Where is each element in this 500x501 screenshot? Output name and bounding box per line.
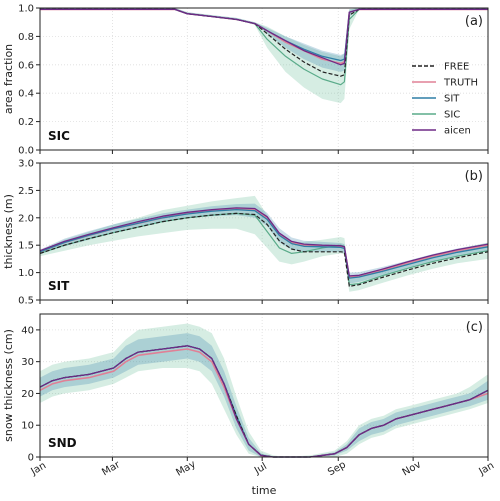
legend-label-aicen: aicen (444, 126, 471, 137)
band-sit (40, 333, 488, 457)
plot-frame (39, 313, 489, 458)
y-tick-label: 1.0 (18, 268, 34, 279)
panel-tag: (c) (466, 320, 483, 335)
y-tick-label: 0.5 (18, 296, 34, 307)
y-tick-label: 0.6 (18, 60, 34, 71)
series-free-line (39, 212, 489, 287)
y-tick-label: 1.5 (18, 241, 34, 252)
x-tick-label: Sep (326, 459, 348, 478)
x-tick-label: Mar (100, 459, 123, 478)
y-axis-label: area fraction (2, 44, 15, 114)
y-tick-label: 3.0 (18, 159, 34, 170)
band-sic (40, 195, 488, 292)
series-aicen-line (40, 8, 488, 66)
y-tick-label: 0.2 (18, 117, 34, 128)
y-tick-label: 0 (28, 453, 34, 464)
panel-tag: (b) (465, 169, 483, 184)
y-tick-label: 0.0 (18, 146, 34, 157)
y-tick-label: 20 (21, 389, 34, 400)
y-tick-label: 0.4 (18, 89, 34, 100)
plot-frame (39, 7, 489, 151)
band-sic (40, 323, 488, 457)
legend: FREE TRUTH SIT SIC aicen (412, 62, 478, 137)
x-tick-label: Jan (476, 460, 496, 478)
series-aicen-line (39, 207, 489, 277)
panel-name: SND (48, 436, 77, 450)
panel-snd: 0 10 20 30 40 snow thickness (cm) (c) SND (2, 313, 489, 464)
legend-label-sit: SIT (444, 94, 460, 105)
y-tick-label: 2.5 (18, 186, 34, 197)
legend-label-free: FREE (444, 62, 469, 73)
legend-label-truth: TRUTH (443, 78, 478, 89)
y-axis-label: snow thickness (cm) (2, 329, 15, 442)
legend-label-sic: SIC (444, 110, 460, 121)
x-tick-label: May (174, 459, 197, 479)
y-axis-label: thickness (m) (2, 194, 15, 269)
panel-sic: 0.0 0.2 0.4 0.6 0.8 1.0 area fraction (a) SIC (2, 4, 489, 157)
y-tick-label: 1.0 (18, 4, 34, 15)
panel-name: SIC (48, 129, 70, 143)
x-axis-label: time (252, 484, 277, 497)
series-sit-line (39, 208, 489, 279)
x-tick-label: Jul (252, 461, 269, 477)
plot-frame (39, 162, 489, 301)
y-tick-label: 2.0 (18, 213, 34, 224)
series-sic-line (40, 8, 488, 86)
y-tick-label: 40 (21, 325, 34, 336)
y-tick-label: 0.8 (18, 32, 34, 43)
panel-tag: (a) (465, 14, 483, 29)
y-tick-label: 10 (21, 421, 34, 432)
band-sic (40, 8, 488, 104)
y-tick-label: 30 (21, 357, 34, 368)
x-tick-label: Nov (401, 459, 423, 478)
panel-name: SIT (48, 279, 70, 293)
panel-sit: 0.5 1.0 1.5 2.0 2.5 3.0 thickness (m) (b) SIT (2, 159, 489, 307)
